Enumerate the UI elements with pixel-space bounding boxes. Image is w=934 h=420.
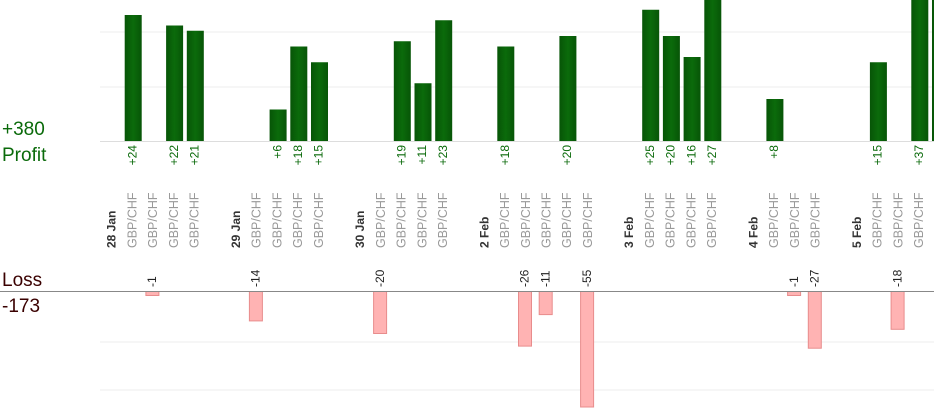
loss-bar bbox=[890, 291, 905, 330]
profit-bar bbox=[393, 41, 411, 141]
date-label: 30 Jan bbox=[353, 211, 367, 248]
profit-value-label: +27 bbox=[705, 145, 719, 166]
pair-label: GBP/CHF bbox=[891, 192, 905, 248]
date-label: 2 Feb bbox=[477, 217, 491, 248]
profit-bar bbox=[290, 46, 308, 141]
pair-label: GBP/CHF bbox=[664, 192, 678, 248]
loss-value-label: -1 bbox=[145, 276, 159, 287]
date-label: 3 Feb bbox=[622, 217, 636, 248]
loss-value-label: -27 bbox=[807, 269, 821, 287]
pair-label: GBP/CHF bbox=[684, 192, 698, 248]
profit-value-label: +8 bbox=[767, 145, 781, 159]
profit-bar bbox=[869, 62, 887, 141]
loss-value-label: -26 bbox=[518, 269, 532, 287]
profit-bar bbox=[704, 0, 722, 141]
loss-value-label: -20 bbox=[373, 269, 387, 287]
date-label: 29 Jan bbox=[229, 211, 243, 248]
profit-bar bbox=[766, 99, 784, 141]
profit-value-label: +20 bbox=[560, 145, 574, 166]
pair-label: GBP/CHF bbox=[436, 192, 450, 248]
profit-value-label: +18 bbox=[291, 145, 305, 166]
profit-bar bbox=[124, 15, 142, 141]
pair-label: GBP/CHF bbox=[788, 192, 802, 248]
date-label: 4 Feb bbox=[746, 217, 760, 248]
loss-value-label: -14 bbox=[249, 269, 263, 287]
profit-value-label: +11 bbox=[415, 145, 429, 165]
date-label: 5 Feb bbox=[850, 217, 864, 248]
pair-label: GBP/CHF bbox=[312, 192, 326, 248]
profit-total: +380 bbox=[2, 119, 45, 140]
profit-value-label: +6 bbox=[270, 145, 284, 159]
loss-bar bbox=[580, 291, 595, 408]
profit-value-label: +24 bbox=[125, 145, 139, 166]
pair-label: GBP/CHF bbox=[643, 192, 657, 248]
profit-value-label: +16 bbox=[684, 145, 698, 166]
pair-label: GBP/CHF bbox=[912, 192, 926, 248]
pair-label: GBP/CHF bbox=[519, 192, 533, 248]
pair-label: GBP/CHF bbox=[270, 192, 284, 248]
loss-bar bbox=[787, 291, 802, 296]
profit-bar bbox=[662, 36, 680, 141]
profit-bar bbox=[166, 25, 184, 141]
profit-bar bbox=[911, 0, 929, 141]
loss-value-label: -18 bbox=[890, 269, 904, 287]
date-label: 28 Jan bbox=[105, 211, 119, 248]
pair-label: GBP/CHF bbox=[374, 192, 388, 248]
profit-bar bbox=[683, 57, 701, 141]
loss-value-label: -55 bbox=[580, 269, 594, 287]
pair-label: GBP/CHF bbox=[767, 192, 781, 248]
profit-value-label: +20 bbox=[664, 145, 678, 166]
profit-value-label: +23 bbox=[436, 145, 450, 166]
profit-value-label: +21 bbox=[187, 145, 201, 166]
loss-bar bbox=[373, 291, 388, 334]
loss-bar bbox=[145, 291, 160, 296]
profit-bar bbox=[559, 36, 577, 141]
profit-value-label: +25 bbox=[643, 145, 657, 166]
loss-value-label: -11 bbox=[538, 270, 552, 287]
loss-total: -173 bbox=[2, 296, 41, 317]
profit-value-label: +18 bbox=[498, 145, 512, 166]
pair-label: GBP/CHF bbox=[933, 192, 934, 248]
pair-label: GBP/CHF bbox=[125, 192, 139, 248]
profit-bar bbox=[435, 20, 453, 141]
pair-label: GBP/CHF bbox=[581, 192, 595, 248]
pair-label: GBP/CHF bbox=[498, 192, 512, 248]
profit-bar bbox=[186, 30, 204, 141]
profit-bar bbox=[497, 46, 515, 141]
profit-bar bbox=[269, 109, 287, 141]
profit-bar bbox=[311, 62, 328, 141]
loss-label: Loss bbox=[2, 270, 43, 291]
loss-bar bbox=[538, 291, 553, 316]
profit-bar bbox=[642, 9, 660, 141]
loss-bar bbox=[248, 291, 263, 322]
profit-bar bbox=[932, 0, 934, 141]
pair-label: GBP/CHF bbox=[560, 192, 574, 248]
pair-label: GBP/CHF bbox=[167, 192, 181, 248]
pair-label: GBP/CHF bbox=[146, 192, 160, 248]
profit-value-label: +37 bbox=[912, 145, 926, 166]
profit-value-label: +35 bbox=[933, 145, 934, 166]
pair-label: GBP/CHF bbox=[291, 192, 305, 248]
pair-label: GBP/CHF bbox=[809, 192, 823, 248]
profit-value-label: +19 bbox=[394, 145, 408, 166]
profit-label: Profit bbox=[2, 145, 47, 166]
profit-value-label: +15 bbox=[312, 145, 326, 166]
pair-label: GBP/CHF bbox=[395, 192, 409, 248]
loss-bar bbox=[518, 291, 532, 347]
pair-label: GBP/CHF bbox=[871, 192, 885, 248]
profit-value-label: +15 bbox=[871, 145, 885, 166]
pair-label: GBP/CHF bbox=[705, 192, 719, 248]
loss-bar bbox=[807, 291, 822, 349]
pair-label: GBP/CHF bbox=[415, 192, 429, 248]
pair-label: GBP/CHF bbox=[250, 192, 264, 248]
profit-bar bbox=[414, 83, 432, 141]
pair-label: GBP/CHF bbox=[539, 192, 553, 248]
pair-label: GBP/CHF bbox=[188, 192, 202, 248]
profit-value-label: +22 bbox=[167, 145, 181, 166]
loss-value-label: -1 bbox=[787, 276, 801, 287]
